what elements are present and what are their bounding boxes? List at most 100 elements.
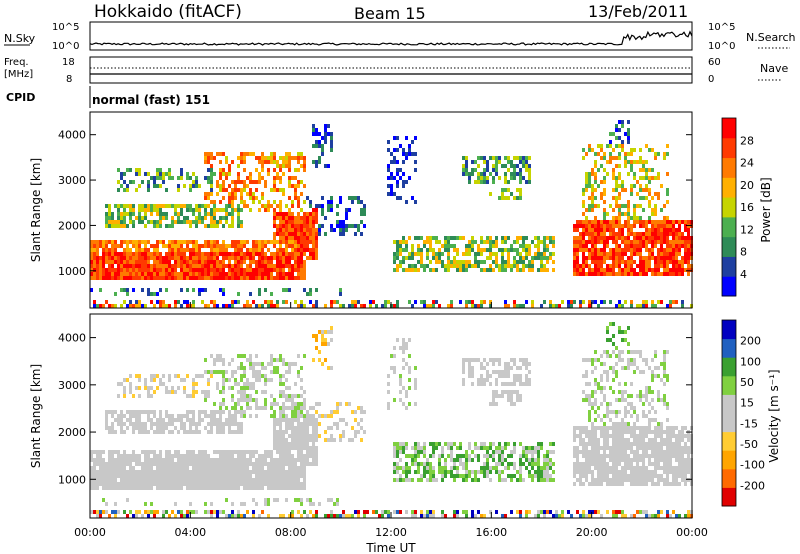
heatmap-cell <box>483 172 486 176</box>
heatmap-cell <box>330 196 333 200</box>
heatmap-cell <box>237 264 240 268</box>
heatmap-cell <box>477 304 480 308</box>
heatmap-cell <box>261 486 264 490</box>
heatmap-cell <box>138 486 141 490</box>
heatmap-cell <box>210 462 213 466</box>
heatmap-cell <box>504 172 507 176</box>
heatmap-cell <box>129 510 132 514</box>
heatmap-cell <box>393 510 396 514</box>
heatmap-cell <box>387 164 390 168</box>
heatmap-cell <box>330 300 333 304</box>
heatmap-cell <box>441 446 444 450</box>
heatmap-cell <box>687 220 690 224</box>
heatmap-cell <box>147 474 150 478</box>
heatmap-cell <box>150 410 153 414</box>
heatmap-cell <box>282 446 285 450</box>
heatmap-cell <box>618 208 621 212</box>
heatmap-cell <box>183 264 186 268</box>
heatmap-cell <box>279 470 282 474</box>
heatmap-cell <box>111 450 114 454</box>
heatmap-cell <box>648 180 651 184</box>
heatmap-cell <box>591 200 594 204</box>
heatmap-cell <box>273 176 276 180</box>
heatmap-cell <box>279 434 282 438</box>
heatmap-cell <box>282 474 285 478</box>
heatmap-cell <box>147 450 150 454</box>
heatmap-cell <box>189 486 192 490</box>
heatmap-cell <box>219 414 222 418</box>
heatmap-cell <box>90 240 93 244</box>
heatmap-cell <box>213 264 216 268</box>
heatmap-cell <box>246 478 249 482</box>
heatmap-cell <box>528 450 531 454</box>
heatmap-cell <box>93 478 96 482</box>
heatmap-cell <box>516 172 519 176</box>
heatmap-cell <box>618 236 621 240</box>
heatmap-cell <box>405 462 408 466</box>
heatmap-cell <box>606 160 609 164</box>
heatmap-cell <box>201 474 204 478</box>
heatmap-cell <box>300 498 303 502</box>
heatmap-cell <box>171 414 174 418</box>
heatmap-cell <box>213 462 216 466</box>
heatmap-cell <box>159 422 162 426</box>
heatmap-cell <box>270 292 273 296</box>
heatmap-cell <box>405 244 408 248</box>
heatmap-cell <box>414 458 417 462</box>
heatmap-cell <box>414 252 417 256</box>
heatmap-cell <box>303 272 306 276</box>
heatmap-cell <box>114 478 117 482</box>
heatmap-cell <box>465 462 468 466</box>
heatmap-cell <box>411 196 414 200</box>
heatmap-cell <box>270 378 273 382</box>
heatmap-cell <box>276 256 279 260</box>
heatmap-cell <box>201 300 204 304</box>
heatmap-cell <box>129 272 132 276</box>
heatmap-cell <box>639 240 642 244</box>
heatmap-cell <box>582 462 585 466</box>
heatmap-cell <box>222 374 225 378</box>
heatmap-cell <box>324 330 327 334</box>
heatmap-cell <box>486 378 489 382</box>
heatmap-cell <box>498 370 501 374</box>
heatmap-cell <box>126 478 129 482</box>
heatmap-cell <box>90 264 93 268</box>
heatmap-cell <box>249 152 252 156</box>
heatmap-cell <box>105 252 108 256</box>
heatmap-cell <box>639 304 642 308</box>
heatmap-cell <box>165 486 168 490</box>
heatmap-cell <box>330 498 333 502</box>
heatmap-cell <box>321 362 324 366</box>
heatmap-cell <box>312 418 315 422</box>
heatmap-cell <box>252 478 255 482</box>
heatmap-cell <box>129 458 132 462</box>
heatmap-cell <box>297 446 300 450</box>
heatmap-cell <box>288 466 291 470</box>
heatmap-cell <box>645 196 648 200</box>
heatmap-cell <box>528 248 531 252</box>
heatmap-cell <box>129 264 132 268</box>
heatmap-cell <box>180 486 183 490</box>
heatmap-cell <box>105 510 108 514</box>
heatmap-cell <box>174 466 177 470</box>
heatmap-cell <box>273 224 276 228</box>
heatmap-cell <box>495 402 498 406</box>
heatmap-cell <box>618 300 621 304</box>
heatmap-cell <box>645 144 648 148</box>
heatmap-cell <box>537 454 540 458</box>
heatmap-cell <box>657 252 660 256</box>
heatmap-cell <box>519 462 522 466</box>
heatmap-cell <box>132 394 135 398</box>
heatmap-cell <box>525 466 528 470</box>
heatmap-cell <box>243 374 246 378</box>
heatmap-cell <box>579 300 582 304</box>
heatmap-cell <box>504 390 507 394</box>
heatmap-cell <box>195 216 198 220</box>
heatmap-cell <box>234 402 237 406</box>
heatmap-cell <box>582 390 585 394</box>
heatmap-cell <box>609 264 612 268</box>
heatmap-cell <box>444 462 447 466</box>
heatmap-cell <box>210 168 213 172</box>
heatmap-cell <box>522 462 525 466</box>
heatmap-cell <box>171 458 174 462</box>
